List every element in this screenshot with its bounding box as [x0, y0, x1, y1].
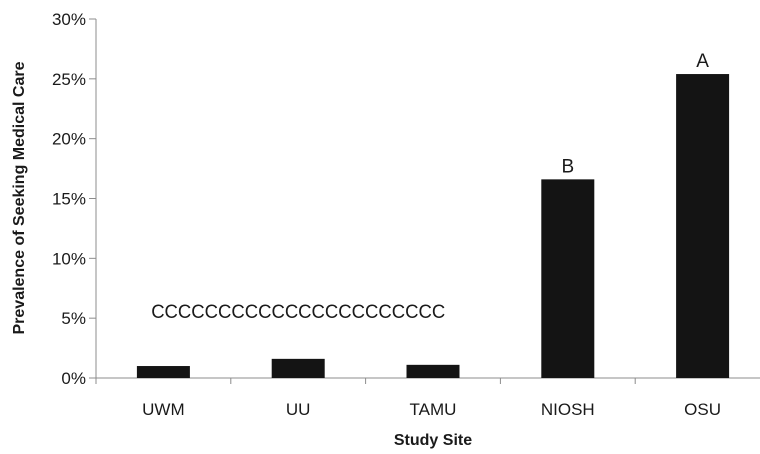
y-tick-label: 15% — [52, 190, 86, 209]
y-tick-label: 5% — [61, 309, 86, 328]
x-tick-label-osu: OSU — [684, 400, 721, 419]
annotation-a: A — [696, 51, 709, 72]
x-tick-label-uu: UU — [286, 400, 311, 419]
x-tick-label-tamu: TAMU — [410, 400, 457, 419]
bar-uu — [271, 358, 325, 378]
y-axis-title: Prevalence of Seeking Medical Care — [11, 61, 28, 334]
annotation-group-c: CCCCCCCCCCCCCCCCCCCCCC — [151, 302, 445, 323]
y-tick-label: 10% — [52, 249, 86, 268]
bar-uwm — [136, 366, 190, 378]
annotations: CCCCCCCCCCCCCCCCCCCCCC B A — [151, 51, 709, 323]
bar-niosh — [541, 179, 595, 378]
x-axis: UWM UU TAMU NIOSH OSU — [95, 377, 760, 419]
y-tick-label: 0% — [61, 369, 86, 388]
x-tick-label-uwm: UWM — [142, 400, 184, 419]
y-tick-label: 30% — [52, 10, 86, 29]
bar-tamu — [406, 364, 460, 378]
annotation-b: B — [561, 156, 574, 177]
y-tick-label: 20% — [52, 130, 86, 149]
bar-series — [136, 74, 730, 379]
y-tick-label: 25% — [52, 70, 86, 89]
y-axis: 0% 5% 10% 15% 20% 25% 30% — [52, 10, 97, 388]
x-tick-label-niosh: NIOSH — [541, 400, 595, 419]
x-axis-title: Study Site — [394, 432, 472, 449]
bar-osu — [676, 74, 730, 379]
